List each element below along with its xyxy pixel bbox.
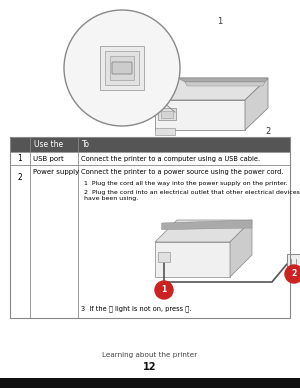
Text: 2: 2 [18,173,22,182]
Text: 1  Plug the cord all the way into the power supply on the printer.: 1 Plug the cord all the way into the pow… [84,181,288,186]
FancyBboxPatch shape [161,111,173,118]
FancyBboxPatch shape [287,254,300,274]
Circle shape [64,10,180,126]
FancyBboxPatch shape [158,108,176,120]
FancyBboxPatch shape [105,51,139,85]
Text: USB port: USB port [33,156,64,161]
Polygon shape [155,128,175,135]
Polygon shape [185,82,265,86]
Text: Use the: Use the [34,140,63,149]
FancyBboxPatch shape [100,46,144,90]
FancyBboxPatch shape [110,56,134,80]
Text: 1: 1 [18,154,22,163]
Circle shape [285,265,300,283]
Polygon shape [178,78,268,82]
Polygon shape [245,78,268,130]
Text: To: To [82,140,90,149]
FancyBboxPatch shape [0,378,300,388]
Text: 1: 1 [161,286,166,294]
Text: 12: 12 [143,362,157,372]
Text: 2  Plug the cord into an electrical outlet that other electrical devices have be: 2 Plug the cord into an electrical outle… [84,190,300,201]
Text: 2: 2 [291,270,297,279]
Polygon shape [162,220,252,230]
FancyBboxPatch shape [10,137,290,152]
Polygon shape [155,100,245,130]
Polygon shape [155,242,230,277]
Text: Learning about the printer: Learning about the printer [102,352,198,358]
FancyBboxPatch shape [158,252,170,262]
FancyBboxPatch shape [10,165,290,318]
Polygon shape [155,78,268,100]
Text: Connect the printer to a power source using the power cord.: Connect the printer to a power source us… [81,169,284,175]
FancyBboxPatch shape [112,62,132,74]
Text: 2: 2 [266,128,271,137]
Text: Power supply: Power supply [33,169,79,175]
Text: 3  If the ⓧ light is not on, press ⓧ.: 3 If the ⓧ light is not on, press ⓧ. [81,305,191,312]
FancyBboxPatch shape [10,152,290,165]
Text: Connect the printer to a computer using a USB cable.: Connect the printer to a computer using … [81,156,260,161]
Text: 1: 1 [218,17,223,26]
Polygon shape [155,220,252,242]
Circle shape [155,281,173,299]
Polygon shape [230,220,252,277]
